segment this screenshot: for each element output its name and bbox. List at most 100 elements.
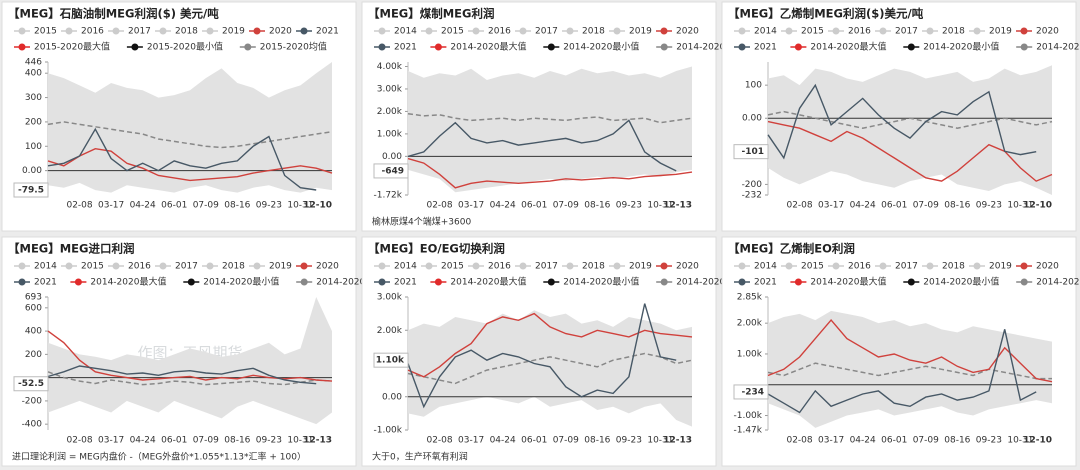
y-tick-label: 446 [25,58,42,68]
legend-icon [244,43,252,51]
x-tick-label: 10-31 [647,201,673,211]
y-tick-label: 0.00 [22,166,42,176]
current-value-box [13,182,49,198]
y-tick-label: 2.85k [737,293,763,303]
legend-icon [1020,262,1028,270]
legend-label: 2015-2020均值 [260,41,327,53]
y-tick-label: 2.00k [377,107,403,117]
legend-label: 2020 [676,27,699,37]
legend-label: 2019 [989,27,1012,37]
chart-panel: 【MEG】乙烯制EO利润 2014 2015 2016 2017 2018 2019 2020… [721,236,1080,467]
legend-label: 2015 [81,262,104,272]
legend-label: 2019 [629,27,652,37]
x-tick-label: 04-24 [130,436,156,446]
legend-icon [566,262,574,270]
legend-label: 2017 [535,27,558,37]
series-line [47,330,333,382]
x-tick-label: 08-16 [224,201,250,211]
y-tick-label: -1.47k [734,426,763,436]
current-value-label: 1.10k [376,356,405,366]
legend-label: 2014 [754,262,777,272]
legend-icon [660,27,668,35]
legend-icon [879,262,887,270]
legend-icon [378,43,386,51]
x-tick-label: 09-23 [976,201,1002,211]
legend-label: 2014-2020最大值 [810,276,886,288]
y-tick-label: 0.00 [742,114,762,124]
y-tick-label: -1.00k [374,426,403,436]
legend-label: 2018 [942,262,965,272]
legend-label: 2017 [895,262,918,272]
chart-panel: 【MEG】乙烯制MEG利润($)美元/吨 2014 2015 2016 2017 2018… [721,1,1080,232]
legend-icon [660,262,668,270]
legend-label: 2021 [394,278,417,288]
legend-label: 2019 [989,262,1012,272]
range-band [48,62,332,193]
legend-label: 2020 [316,262,339,272]
x-tick-label: 03-17 [458,436,484,446]
legend-icon [253,27,261,35]
series-line [767,329,1037,414]
legend-icon [18,27,26,35]
legend-icon [907,43,915,51]
x-tick-label: 02-08 [66,436,92,446]
x-tick-label: 02-08 [786,201,812,211]
x-tick-label: 06-01 [881,436,907,446]
y-tick-label: 300 [25,93,42,103]
legend-icon [472,262,480,270]
range-band [48,297,332,425]
y-tick-label: 2.00k [377,326,403,336]
series-line [47,365,317,385]
y-tick-label: -400 [22,420,43,430]
legend-label: 2014-2020最小值 [563,276,639,288]
legend-label: 2014-2020最大值 [450,41,526,53]
x-tick-label: 09-23 [616,201,642,211]
legend-label: 2018 [582,27,605,37]
x-tick-label: 07-09 [913,436,939,446]
legend-label: 2016 [848,27,871,37]
legend-icon [738,278,746,286]
legend-icon [18,262,26,270]
legend-label: 2021 [394,43,417,53]
legend-label: 2014-2020均值 [1036,41,1080,53]
y-tick-label: 100 [25,142,42,152]
legend-label: 2014-2020均值 [1036,276,1080,288]
chart-panel: 【MEG】石脑油制MEG利润($) 美元/吨 2015 2016 2017 2018 20… [1,1,357,232]
legend-label: 2016 [488,262,511,272]
legend-label: 2014 [394,262,417,272]
current-value-box [733,144,769,160]
last-date-label: 12-10 [303,201,332,211]
legend-icon [738,262,746,270]
legend-icon [785,262,793,270]
x-tick-label: 03-17 [818,201,844,211]
x-tick-label: 09-23 [976,436,1002,446]
y-tick-label: -200 [22,396,43,406]
legend-icon [74,278,82,286]
x-tick-label: 06-01 [881,201,907,211]
x-tick-label: 06-01 [161,201,187,211]
legend-icon [660,43,668,51]
x-tick-label: 04-24 [130,201,156,211]
y-tick-label: 200 [25,350,42,360]
legend-label: 2021 [754,278,777,288]
legend-icon [785,27,793,35]
x-tick-label: 06-01 [161,436,187,446]
legend-label: 2021 [754,43,777,53]
footnote: 榆林原煤4个端煤+3600 [372,216,471,228]
legend-icon [112,262,120,270]
series-line [407,312,693,378]
legend-label: 2018 [222,262,245,272]
legend-icon [159,27,167,35]
legend-icon [434,278,442,286]
x-tick-label: 04-24 [490,201,516,211]
x-tick-label: 07-09 [913,201,939,211]
x-tick-label: 07-09 [193,201,219,211]
legend-icon [1020,27,1028,35]
legend-label: 2016 [488,27,511,37]
legend-label: 2014-2020最小值 [203,276,279,288]
chart-title: 【MEG】EO/EG切换利润 [368,242,505,256]
last-date-label: 12-10 [1023,201,1052,211]
y-tick-label: 0.00 [382,392,402,402]
legend-icon [65,262,73,270]
x-tick-label: 07-09 [553,436,579,446]
